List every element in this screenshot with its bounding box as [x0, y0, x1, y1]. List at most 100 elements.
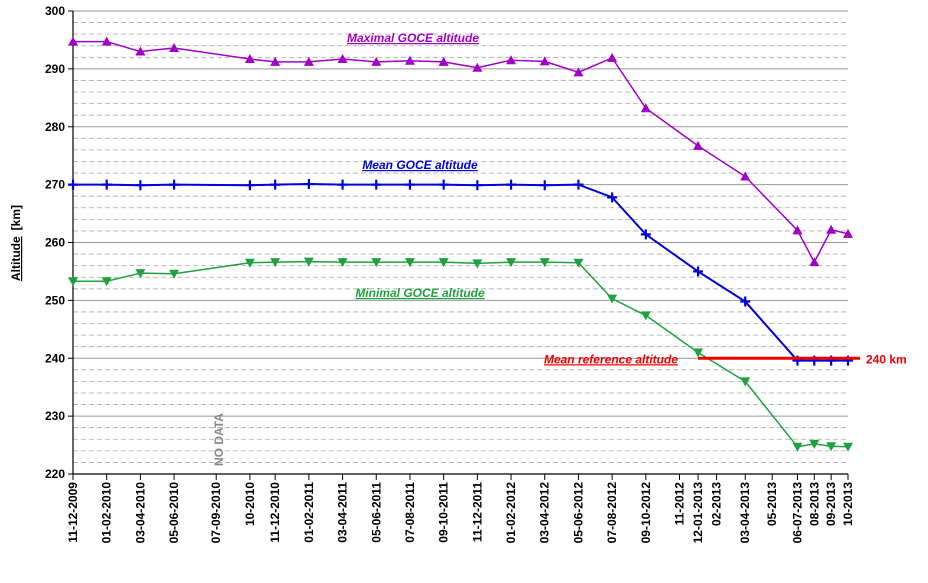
point [68, 179, 78, 190]
y-label-unit: [km] [9, 205, 23, 230]
series-label: Minimal GOCE altitude [355, 286, 485, 300]
x-tick-label: 05-06-2011 [369, 482, 383, 543]
point [303, 179, 314, 190]
point [607, 192, 618, 203]
point [843, 442, 853, 452]
point [438, 258, 449, 268]
point [371, 56, 382, 66]
series-label: Maximal GOCE altitude [347, 31, 479, 45]
x-tick-label: 03-04-2012 [538, 482, 552, 544]
point [506, 258, 517, 268]
point [826, 224, 837, 234]
point [135, 269, 146, 279]
point [607, 294, 618, 304]
point [371, 179, 382, 190]
x-tick-label: 07-09-2010 [209, 482, 223, 544]
x-tick-label: 03-04-2013 [738, 482, 752, 544]
point [68, 277, 78, 287]
x-tick-label: 08-2013 [807, 482, 821, 526]
point [640, 311, 651, 321]
point [169, 43, 180, 53]
x-tick-label: 11-12-2009 [66, 482, 80, 543]
x-tick-label: 05-06-2010 [167, 482, 181, 544]
x-tick-label: 10-2013 [841, 482, 855, 526]
point [740, 296, 751, 307]
point [68, 36, 78, 46]
point [337, 54, 348, 64]
x-tick-label: 01-02-2012 [504, 482, 518, 544]
reference-label: Mean reference altitude [544, 352, 678, 366]
point [303, 56, 314, 66]
point [539, 258, 550, 268]
x-tick-label: 03-04-2010 [133, 482, 147, 544]
y-tick-label: 300 [45, 4, 65, 18]
point [826, 442, 837, 452]
point [270, 258, 281, 268]
point [337, 179, 348, 190]
point [135, 180, 146, 191]
point [135, 46, 146, 56]
point [607, 52, 618, 62]
point [244, 258, 255, 268]
point [404, 55, 415, 65]
point [809, 439, 820, 449]
y-tick-label: 230 [45, 409, 65, 423]
point [740, 377, 751, 387]
point [101, 179, 112, 190]
point [303, 257, 314, 267]
point [640, 103, 651, 113]
y-tick-label: 240 [45, 351, 65, 365]
x-tick-label: 09-2013 [824, 482, 838, 526]
y-label-text: Altitude [9, 236, 23, 281]
x-tick-label: 11-2012 [673, 482, 687, 526]
point [101, 277, 112, 287]
point [740, 171, 751, 181]
y-tick-label: 270 [45, 178, 65, 192]
y-tick-label: 250 [45, 293, 65, 307]
point [270, 179, 281, 190]
series-line [73, 40, 849, 264]
point [404, 179, 415, 190]
x-tick-label: 01-02-2010 [100, 482, 114, 544]
point [337, 258, 348, 268]
point [573, 179, 584, 190]
y-tick-label: 260 [45, 236, 65, 250]
point [573, 67, 584, 77]
point [693, 348, 704, 358]
x-tick-label: 07-08-2011 [403, 482, 417, 543]
y-tick-label: 220 [45, 467, 65, 481]
x-tick-label: 09-10-2011 [437, 482, 451, 543]
point [472, 62, 483, 72]
point [244, 180, 255, 191]
point [472, 259, 483, 269]
point [169, 269, 180, 279]
y-tick-label: 290 [45, 62, 65, 76]
point [809, 257, 820, 267]
point [640, 229, 651, 240]
x-tick-label: 05-2013 [765, 482, 779, 526]
point [792, 225, 803, 235]
reference-value-label: 240 km [866, 352, 907, 366]
point [438, 179, 449, 190]
point [472, 180, 483, 191]
x-tick-label: 12-01-2013 [691, 482, 705, 544]
series-label: Mean GOCE altitude [362, 158, 478, 172]
x-tick-label: 09-10-2012 [639, 482, 653, 544]
x-tick-label: 06-07-2013 [790, 482, 804, 544]
point [506, 55, 517, 65]
x-tick-label: 01-02-2011 [302, 482, 316, 543]
point [270, 56, 281, 66]
point [438, 56, 449, 66]
x-tick-label: 11-12-2010 [268, 482, 282, 543]
x-tick-label: 11-12-2011 [470, 482, 484, 542]
point [693, 266, 704, 277]
point [792, 442, 803, 452]
point [371, 258, 382, 268]
x-tick-label: 02-2013 [710, 482, 724, 526]
x-tick-label: 03-04-2011 [336, 482, 350, 543]
point [539, 180, 550, 191]
point [244, 54, 255, 64]
point [539, 56, 550, 66]
point [404, 258, 415, 268]
